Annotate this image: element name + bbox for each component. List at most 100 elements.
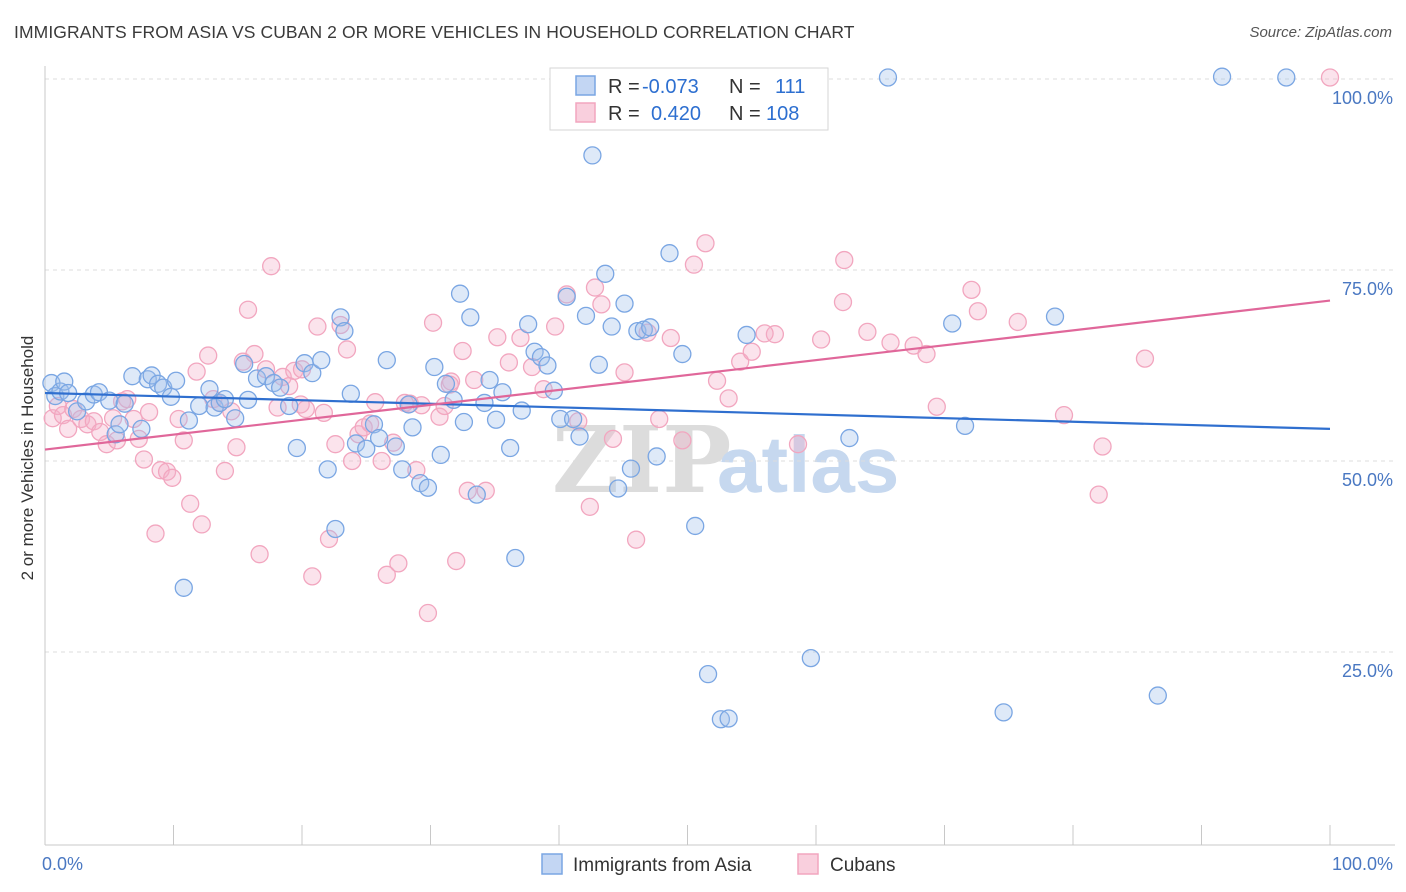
point-cuban	[423, 313, 443, 332]
point-asia	[393, 460, 412, 479]
point-asia	[235, 354, 254, 374]
bottom-legend-swatch-cuban	[797, 853, 819, 875]
legend-r-label-asia: R =	[608, 76, 640, 98]
legend-r-value-cuban: 0.420	[651, 103, 701, 125]
point-asia	[563, 409, 583, 429]
point-asia	[719, 709, 738, 728]
point-cuban	[661, 328, 680, 348]
point-cuban	[1054, 406, 1074, 425]
point-asia	[174, 578, 193, 597]
point-cuban	[755, 324, 774, 343]
point-cuban	[285, 361, 304, 380]
point-asia	[596, 264, 615, 283]
axes	[44, 66, 1395, 846]
point-asia	[1212, 67, 1232, 86]
point-cuban	[917, 344, 936, 364]
tick-labels: 25.0% 50.0% 75.0% 100.0% 0.0% 100.0%	[42, 88, 1393, 874]
point-asia	[589, 355, 608, 374]
y-tick-label: 25.0%	[1342, 661, 1393, 681]
point-asia	[506, 548, 525, 568]
point-cuban	[881, 333, 900, 352]
legend-r-label-cuban: R =	[608, 103, 640, 125]
trend-lines	[44, 299, 1331, 451]
point-asia	[444, 390, 463, 410]
point-cuban	[585, 278, 605, 297]
trend-line-cuban	[44, 299, 1331, 451]
x-tick-label-max: 100.0%	[1332, 854, 1393, 874]
point-asia	[943, 314, 962, 333]
point-asia	[1277, 68, 1296, 87]
point-cuban	[238, 300, 258, 319]
source-label: Source: ZipAtlas.com	[1249, 24, 1392, 41]
point-cuban	[765, 325, 785, 344]
point-asia	[166, 371, 186, 390]
point-asia	[519, 315, 538, 334]
point-asia	[512, 401, 531, 420]
chart-title: IMMIGRANTS FROM ASIA VS CUBAN 2 OR MORE …	[14, 22, 855, 42]
legend-n-value-cuban: 108	[766, 103, 799, 125]
point-cuban	[447, 551, 466, 571]
point-asia	[132, 419, 151, 439]
point-asia	[287, 438, 307, 458]
point-asia	[557, 287, 576, 306]
point-cuban	[684, 255, 704, 274]
point-asia	[115, 394, 134, 413]
point-cuban	[465, 370, 484, 390]
stats-legend: R = -0.073 N = 111 R = 0.420 N = 108	[549, 67, 829, 131]
point-cuban	[626, 530, 646, 549]
point-asia	[840, 428, 859, 448]
point-cuban	[835, 250, 854, 270]
point-cuban	[1135, 349, 1155, 368]
legend-n-label-cuban: N =	[729, 103, 761, 125]
legend-swatch-asia	[575, 75, 596, 96]
bottom-legend-label-cuban: Cubans	[830, 855, 896, 876]
y-tick-label: 75.0%	[1342, 279, 1393, 299]
point-cuban	[1008, 312, 1027, 332]
point-asia	[583, 146, 602, 165]
point-cuban	[719, 389, 738, 408]
series-asia-points	[42, 67, 1296, 729]
point-cuban	[580, 497, 599, 516]
point-cuban	[146, 524, 165, 543]
point-cuban	[833, 292, 853, 312]
point-cuban	[192, 515, 211, 534]
point-asia	[399, 395, 418, 414]
point-cuban	[453, 341, 472, 361]
point-asia	[386, 437, 405, 456]
point-asia	[801, 648, 821, 668]
trend-line-asia	[44, 391, 1331, 431]
point-cuban	[511, 328, 530, 348]
y-tick-label: 100.0%	[1332, 88, 1393, 108]
point-asia	[450, 284, 470, 303]
point-cuban	[262, 257, 281, 276]
point-asia	[615, 294, 634, 313]
point-asia	[467, 485, 486, 504]
point-asia	[326, 519, 345, 539]
point-cuban	[418, 603, 438, 623]
point-asia	[110, 415, 129, 434]
point-cuban	[308, 317, 327, 336]
point-asia	[377, 351, 396, 370]
point-asia	[331, 308, 350, 327]
point-asia	[486, 410, 506, 429]
series-legend: Immigrants from Asia Cubans	[541, 853, 896, 876]
point-asia	[303, 363, 322, 383]
point-cuban	[696, 234, 715, 253]
point-asia	[55, 372, 74, 391]
point-asia	[226, 409, 245, 428]
point-asia	[364, 415, 384, 434]
point-cuban	[134, 450, 154, 469]
point-cuban	[84, 412, 103, 431]
point-cuban	[458, 481, 477, 500]
point-cuban	[615, 363, 634, 382]
watermark-atlas: atlas	[717, 420, 899, 509]
point-asia	[686, 516, 705, 536]
point-cuban	[968, 302, 988, 321]
point-asia	[538, 356, 557, 375]
y-axis-label: 2 or more Vehicles in Household	[18, 336, 37, 581]
point-asia	[357, 439, 376, 458]
point-cuban	[215, 461, 235, 481]
point-asia	[698, 665, 718, 684]
point-cuban	[488, 328, 507, 347]
